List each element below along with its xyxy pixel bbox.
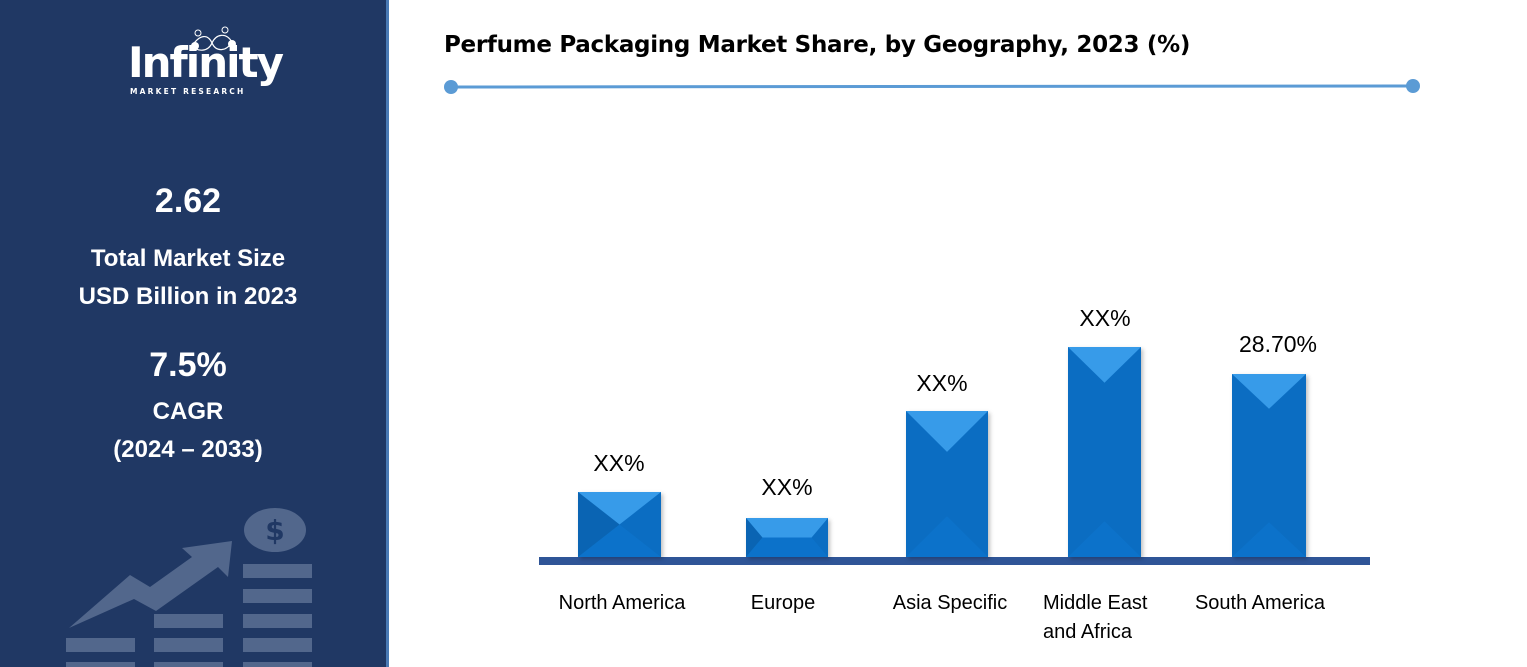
brand-logo: Infinity MARKET RESEARCH [120,26,284,101]
chart-title: Perfume Packaging Market Share, by Geogr… [444,32,1191,58]
bar-middle-east-africa [1068,347,1141,557]
market-size-unit-label: USD Billion in 2023 [78,283,298,310]
cagr-period: (2024 – 2033) [113,436,263,463]
sidebar-divider [386,0,389,667]
cagr-label: CAGR [152,398,224,425]
brand-tagline: MARKET RESEARCH [130,87,246,96]
bar-north-america [578,492,661,557]
value-label-north-america: XX% [593,450,645,476]
market-size-value: 2.62 [154,182,222,220]
infinity-logo-icon [191,26,236,51]
x-axis-baseline [539,557,1370,565]
category-label-middle-east-africa: Middle East and Africa [1043,592,1148,643]
cagr-value: 7.5% [149,346,227,384]
title-underline-divider [444,79,1420,94]
category-label-south-america: South America [1194,592,1326,614]
growth-chart-dollar-icon: $ [66,508,312,667]
value-label-asia-specific: XX% [916,370,968,396]
value-label-south-america: 28.70% [1238,331,1317,357]
sidebar-panel: Infinity MARKET RESEARCH 2.62 Total Mark… [0,0,386,667]
category-label-north-america: North America [558,592,686,614]
category-label-europe: Europe [750,592,816,614]
bar-europe [746,518,828,557]
brand-name: Infinity [128,38,284,87]
bar-asia-specific [906,411,988,557]
bar-south-america [1232,374,1306,557]
value-label-middle-east-africa: XX% [1079,305,1131,331]
svg-text:$: $ [265,514,284,547]
value-label-europe: XX% [761,474,813,500]
market-size-label: Total Market Size [90,245,286,272]
category-label-asia-specific: Asia Specific [892,592,1008,614]
